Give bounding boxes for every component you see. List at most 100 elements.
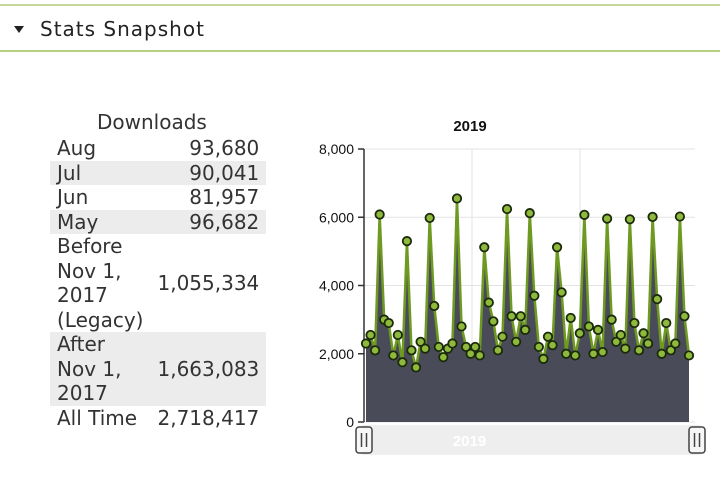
row-label: Before Nov 1, 2017 (Legacy)	[57, 234, 144, 332]
downloads-chart: 2019 8,000 6,000 4,000 2,000 0 2019	[290, 108, 720, 468]
row-value: 2,718,417	[157, 405, 260, 430]
table-row: All Time 2,718,417	[50, 406, 266, 431]
data-point	[429, 300, 440, 312]
navigator-left-handle[interactable]	[355, 426, 373, 454]
downloads-heading: Downloads	[97, 110, 207, 134]
data-point	[479, 242, 490, 253]
table-row: After Nov 1, 2017 1,663,083	[50, 332, 267, 406]
data-point	[597, 346, 608, 358]
navigator-right-handle[interactable]	[688, 426, 706, 454]
data-point	[488, 316, 499, 327]
row-value: 1,055,334	[157, 270, 260, 295]
data-point	[556, 287, 567, 298]
data-point	[447, 338, 458, 349]
data-point	[588, 348, 599, 359]
data-point	[383, 317, 394, 329]
data-point	[647, 211, 658, 223]
row-label: After Nov 1, 2017	[57, 332, 122, 405]
data-point	[365, 329, 376, 341]
data-point	[410, 362, 422, 373]
navigator-track	[362, 425, 701, 455]
data-point	[470, 341, 481, 353]
data-point	[465, 348, 476, 359]
data-point	[506, 311, 517, 322]
data-point	[438, 352, 449, 363]
data-point	[397, 357, 408, 368]
data-point	[374, 209, 385, 220]
data-point	[602, 213, 613, 224]
table-row: Jul 90,041	[50, 160, 267, 185]
data-point	[670, 338, 681, 349]
row-label: Jul	[57, 160, 82, 185]
row-value: 81,957	[189, 185, 260, 209]
y-tick-label: 2,000	[319, 346, 354, 362]
y-tick-label: 6,000	[319, 209, 354, 225]
data-point	[406, 345, 417, 356]
top-divider	[0, 4, 720, 6]
data-point	[674, 211, 686, 222]
data-point	[511, 336, 522, 347]
table-row: Jun 81,957	[50, 185, 266, 210]
data-point	[388, 350, 399, 361]
data-point	[497, 331, 508, 342]
data-point	[515, 311, 526, 322]
data-point	[592, 324, 604, 335]
data-point	[547, 340, 558, 351]
data-point	[529, 290, 540, 301]
data-point	[524, 208, 535, 219]
chart-svg: 8,000 6,000 4,000 2,000 0 2019	[319, 141, 706, 455]
data-point	[570, 350, 581, 361]
data-point	[538, 353, 549, 364]
collapse-caret-icon[interactable]	[14, 26, 24, 33]
data-point	[551, 242, 563, 253]
y-tick-label: 4,000	[319, 278, 354, 294]
table-row: Aug 93,680	[50, 136, 266, 161]
data-point	[420, 343, 431, 354]
data-point	[611, 336, 622, 347]
data-point	[533, 341, 544, 353]
data-point	[638, 328, 649, 339]
data-point	[483, 297, 494, 308]
data-point	[456, 321, 467, 332]
table-row: Before Nov 1, 2017 (Legacy) 1,055,334	[50, 234, 266, 332]
data-point	[415, 336, 426, 347]
data-point	[620, 343, 631, 354]
data-point	[392, 329, 403, 341]
data-point	[561, 348, 572, 359]
data-point	[492, 345, 504, 356]
data-point	[665, 345, 676, 356]
data-point	[615, 329, 626, 341]
data-point	[360, 338, 372, 349]
row-label: Jun	[57, 185, 89, 209]
downloads-table: Aug 93,680 Jul 90,041 Jun 81,957 May 96,…	[50, 136, 267, 431]
stats-snapshot-header[interactable]: Stats Snapshot	[0, 8, 720, 52]
data-point	[583, 321, 595, 332]
data-point	[629, 317, 640, 329]
data-point	[520, 324, 531, 335]
data-point	[656, 348, 667, 359]
data-point	[679, 311, 690, 322]
data-point	[683, 350, 695, 361]
navigator-left-handle-box[interactable]	[355, 426, 373, 454]
data-point	[401, 236, 413, 247]
data-point	[633, 345, 645, 356]
data-point	[474, 350, 485, 361]
table-row: May 96,682	[50, 209, 267, 234]
data-point	[579, 209, 590, 220]
row-label: May	[57, 209, 99, 234]
row-label: All Time	[57, 405, 138, 430]
navigator-right-handle-box[interactable]	[688, 426, 706, 454]
data-point	[542, 331, 554, 342]
data-point	[501, 203, 513, 215]
y-tick-label: 0	[346, 414, 354, 430]
navigator-label: 2019	[453, 433, 486, 450]
data-point	[606, 314, 617, 325]
row-value: 96,682	[189, 209, 260, 234]
section-title: Stats Snapshot	[40, 17, 205, 41]
data-point	[565, 312, 576, 324]
data-point	[661, 317, 672, 329]
data-point	[451, 193, 463, 204]
data-point	[369, 345, 381, 356]
data-point	[574, 328, 585, 339]
row-value: 93,680	[189, 136, 260, 160]
